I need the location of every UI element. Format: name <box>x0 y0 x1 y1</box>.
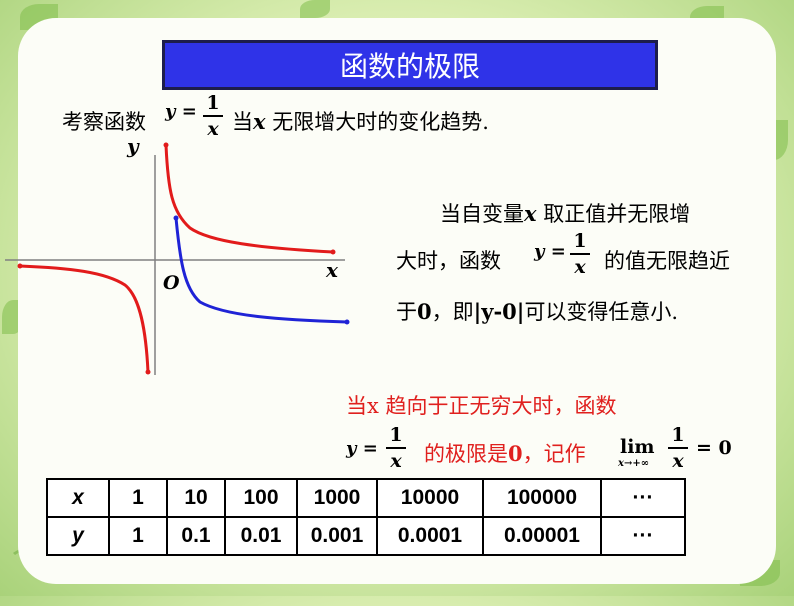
x-axis-label: x <box>326 258 338 282</box>
limit-fraction-denominator: x <box>672 449 684 472</box>
intro-func-lhs: y = <box>165 101 197 122</box>
intro-fraction-numerator: 1 <box>206 92 220 114</box>
fraction-bar <box>386 447 406 449</box>
explanation-line-2-post: 的值无限趋近 <box>604 249 730 273</box>
limit-fraction-numerator: 1 <box>671 424 685 446</box>
table-cell: y <box>46 516 110 556</box>
leaf-decoration <box>300 0 330 18</box>
limit-operator: lim <box>620 436 655 458</box>
red-curve-end-dot <box>330 249 336 255</box>
slide-title-text: 函数的极限 <box>339 50 480 83</box>
explanation-func-lhs: y = <box>534 241 566 262</box>
table-cell: 0.0001 <box>376 516 484 556</box>
table-cell: 0.1 <box>166 516 226 556</box>
fraction-bar <box>203 115 223 117</box>
red-curve-negative <box>19 264 150 373</box>
table-cell: 10000 <box>376 478 484 518</box>
conclusion-fraction-denominator: x <box>390 449 402 472</box>
conclusion-line-2: 的极限是0，记作 <box>424 441 586 466</box>
conclusion-fraction-numerator: 1 <box>389 424 403 446</box>
red-curve-start-dot <box>163 142 169 148</box>
explanation-fraction-numerator: 1 <box>573 230 587 252</box>
conclusion-fraction: 1 x <box>386 424 406 472</box>
blue-curve-start-dot <box>173 215 179 221</box>
table-cell: 100000 <box>482 478 602 518</box>
fraction-bar <box>668 447 688 449</box>
table-cell: 1 <box>108 516 168 556</box>
red-curve-neg-start-dot <box>17 263 23 269</box>
fraction-bar <box>570 253 590 255</box>
table-cell: ··· <box>600 516 686 556</box>
blue-curve <box>174 217 348 324</box>
conclusion-func-lhs: y = <box>346 438 378 459</box>
intro-fraction: 1 x <box>203 92 223 140</box>
table-cell: ··· <box>600 478 686 518</box>
value-table: x 1 10 100 1000 10000 100000 ··· y 1 0.1… <box>46 478 686 556</box>
explanation-line-2-pre: 大时，函数 <box>396 249 501 273</box>
red-curve-positive <box>164 144 334 254</box>
intro-prefix: 考察函数 <box>62 110 146 134</box>
limit-fraction: 1 x <box>668 424 688 472</box>
blue-curve-end-dot <box>344 319 350 325</box>
intro-fraction-denominator: x <box>207 117 219 140</box>
table-cell: 1 <box>108 478 168 518</box>
limit-equals: = 0 <box>696 437 732 459</box>
table-cell: x <box>46 478 110 518</box>
limit-subscript: x→+∞ <box>618 458 650 469</box>
table-row-y: y 1 0.1 0.01 0.001 0.0001 0.00001 ··· <box>46 516 686 556</box>
table-row-x: x 1 10 100 1000 10000 100000 ··· <box>46 478 686 518</box>
table-cell: 100 <box>224 478 298 518</box>
table-cell: 0.01 <box>224 516 298 556</box>
red-curve-neg-end-dot <box>145 369 151 375</box>
conclusion-line-1: 当x 趋向于正无穷大时，函数 <box>346 394 617 418</box>
origin-label: O <box>163 272 180 294</box>
explanation-line-3: 于0，即|y-0|可以变得任意小. <box>396 299 679 324</box>
table-cell: 10 <box>166 478 226 518</box>
explanation-line-1: 当自变量x 取正值并无限增 <box>440 201 691 226</box>
intro-rest: 当x 无限增大时的变化趋势. <box>232 109 489 134</box>
y-axis-label: y <box>127 134 139 158</box>
table-cell: 0.00001 <box>482 516 602 556</box>
table-cell: 0.001 <box>296 516 378 556</box>
slide-title: 函数的极限 <box>162 40 658 90</box>
explanation-fraction: 1 x <box>570 230 590 278</box>
explanation-fraction-denominator: x <box>574 255 586 278</box>
table-cell: 1000 <box>296 478 378 518</box>
